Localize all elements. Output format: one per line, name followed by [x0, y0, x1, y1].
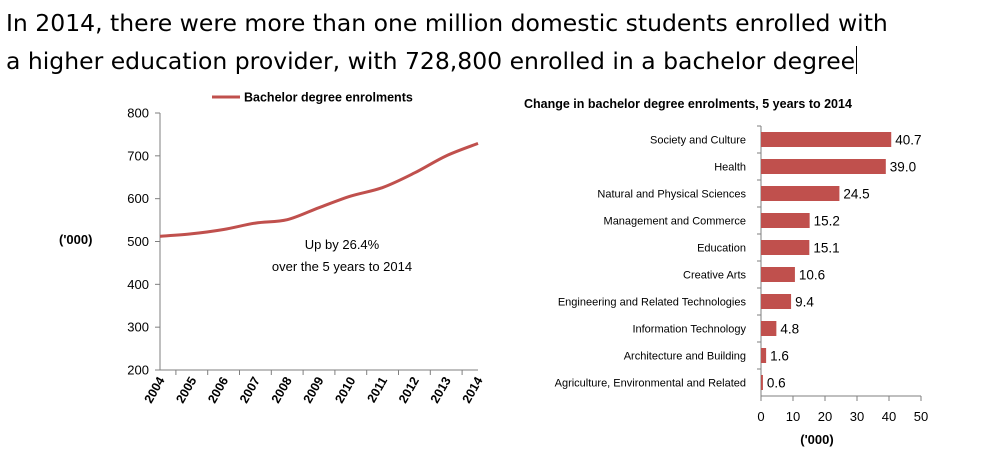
bar	[761, 240, 810, 255]
line-chart-series	[159, 142, 479, 238]
category-label: Creative Arts	[683, 270, 746, 282]
category-label: Engineering and Related Technologies	[558, 297, 747, 309]
y-tick-label: 800	[127, 106, 149, 121]
legend-label: Bachelor degree enrolments	[244, 91, 413, 105]
y-tick-label: 200	[127, 363, 149, 378]
x-tick-label: 40	[882, 409, 896, 424]
text-cursor	[856, 46, 858, 74]
bar-value-label: 15.2	[814, 214, 840, 229]
bar	[761, 267, 795, 282]
bar-chart-x-ticks: 0 10 20 30 40 50	[757, 396, 928, 424]
line-chart-ylabel: ('000)	[59, 232, 92, 247]
y-tick-label: 700	[127, 148, 149, 163]
category-label: Management and Commerce	[604, 216, 746, 228]
category-label: Natural and Physical Sciences	[597, 189, 746, 201]
bar-value-label: 0.6	[767, 376, 786, 391]
bar	[761, 348, 767, 363]
headline-line-1: In 2014, there were more than one millio…	[6, 9, 888, 37]
y-tick-label: 500	[127, 234, 149, 249]
bar	[761, 186, 840, 201]
bar	[761, 294, 792, 309]
y-tick-label: 400	[127, 277, 149, 292]
x-tick-label: 50	[914, 409, 928, 424]
x-tick-label: 20	[818, 409, 832, 424]
headline-line-2-text: a higher education provider, with 728,80…	[6, 47, 856, 75]
bar	[761, 213, 810, 228]
bar-chart-xlabel: ('000)	[800, 432, 833, 447]
bar-chart-title: Change in bachelor degree enrolments, 5 …	[524, 97, 852, 111]
y-tick-label: 600	[127, 191, 149, 206]
bar-value-label: 4.8	[780, 322, 799, 337]
bar-chart-bars: Society and Culture 40.7 Health 39.0 Natural…	[555, 125, 922, 391]
y-tick-label: 300	[127, 320, 149, 335]
bar	[761, 159, 886, 174]
bar	[761, 132, 892, 147]
category-label: Education	[697, 243, 746, 255]
category-label: Information Technology	[632, 324, 746, 336]
headline-line-2: a higher education provider, with 728,80…	[6, 42, 988, 80]
bar-value-label: 10.6	[799, 268, 825, 283]
x-tick-label: 30	[850, 409, 864, 424]
bar	[761, 375, 763, 390]
category-label: Architecture and Building	[624, 351, 746, 363]
bar-value-label: 1.6	[770, 349, 789, 364]
annotation-line-1: Up by 26.4%	[305, 237, 380, 252]
line-chart-legend: Bachelor degree enrolments	[212, 91, 413, 105]
category-label: Health	[714, 162, 746, 174]
bar-value-label: 40.7	[895, 133, 921, 148]
bar-value-label: 15.1	[813, 241, 839, 256]
x-tick-label: 0	[757, 409, 764, 424]
bar-value-label: 9.4	[795, 295, 814, 310]
line-chart-y-ticks: 200 300 400 500 600 700 800	[127, 106, 160, 378]
bar-value-label: 39.0	[890, 160, 916, 175]
series-line-bachelor-enrolments	[159, 142, 479, 238]
category-label: Agriculture, Environmental and Related	[555, 378, 746, 390]
bar-value-label: 24.5	[843, 187, 869, 202]
headline: In 2014, there were more than one millio…	[6, 4, 988, 80]
category-label: Society and Culture	[650, 135, 746, 147]
x-tick-label: 10	[786, 409, 800, 424]
annotation-line-2: over the 5 years to 2014	[272, 259, 412, 274]
bar	[761, 321, 777, 336]
